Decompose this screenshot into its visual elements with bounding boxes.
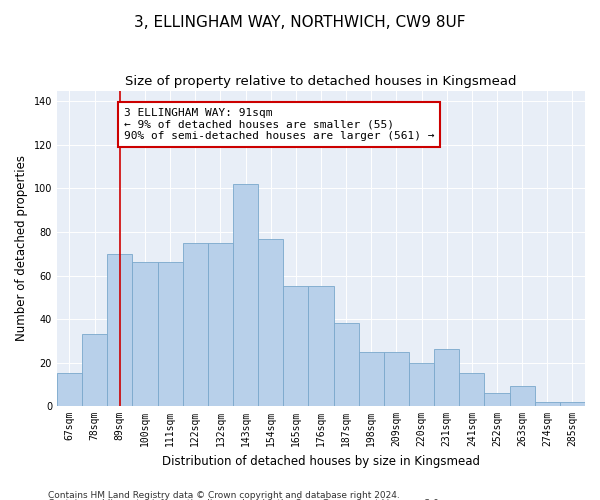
Bar xyxy=(384,352,409,406)
Bar xyxy=(308,286,334,406)
Bar xyxy=(334,324,359,406)
Bar xyxy=(509,386,535,406)
Title: Size of property relative to detached houses in Kingsmead: Size of property relative to detached ho… xyxy=(125,75,517,88)
Bar xyxy=(233,184,258,406)
Text: 3 ELLINGHAM WAY: 91sqm
← 9% of detached houses are smaller (55)
90% of semi-deta: 3 ELLINGHAM WAY: 91sqm ← 9% of detached … xyxy=(124,108,434,141)
Bar xyxy=(57,374,82,406)
Bar xyxy=(158,262,182,406)
Bar xyxy=(208,243,233,406)
Bar xyxy=(409,362,434,406)
Bar xyxy=(560,402,585,406)
Text: Contains HM Land Registry data © Crown copyright and database right 2024.: Contains HM Land Registry data © Crown c… xyxy=(48,490,400,500)
Y-axis label: Number of detached properties: Number of detached properties xyxy=(15,156,28,342)
Bar xyxy=(182,243,208,406)
X-axis label: Distribution of detached houses by size in Kingsmead: Distribution of detached houses by size … xyxy=(162,454,480,468)
Bar xyxy=(107,254,133,406)
Text: 3, ELLINGHAM WAY, NORTHWICH, CW9 8UF: 3, ELLINGHAM WAY, NORTHWICH, CW9 8UF xyxy=(134,15,466,30)
Bar xyxy=(258,238,283,406)
Bar xyxy=(459,374,484,406)
Bar xyxy=(133,262,158,406)
Text: Contains public sector information licensed under the Open Government Licence v3: Contains public sector information licen… xyxy=(48,499,442,500)
Bar xyxy=(283,286,308,406)
Bar xyxy=(535,402,560,406)
Bar xyxy=(434,350,459,406)
Bar xyxy=(359,352,384,406)
Bar xyxy=(82,334,107,406)
Bar xyxy=(484,393,509,406)
